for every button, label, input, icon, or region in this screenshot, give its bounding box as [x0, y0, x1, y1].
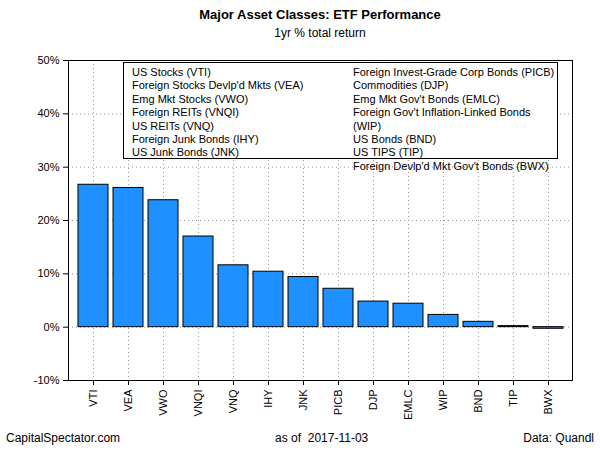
- html-text:US Bonds (BND): US Bonds (BND): [353, 133, 437, 145]
- svg-text:VNQ: VNQ: [227, 389, 239, 413]
- html-text:1yr % total return: 1yr % total return: [274, 26, 366, 40]
- html-text:Foreign Gov't Inflation-Linked: Foreign Gov't Inflation-Linked Bonds (WI…: [353, 106, 531, 132]
- html-text:US REITs (VNQ): US REITs (VNQ): [132, 119, 214, 132]
- html-text:Commodities (DJP): Commodities (DJP): [353, 79, 449, 92]
- html-text:Major Asset Classes: ETF Perfo: Major Asset Classes: ETF Performance: [199, 7, 441, 22]
- svg-text:PICB: PICB: [332, 390, 344, 416]
- svg-text:40%: 40%: [37, 107, 59, 119]
- svg-text:JNK: JNK: [297, 389, 309, 410]
- html-text:CapitalSpectator.com: CapitalSpectator.com: [6, 430, 121, 445]
- html-text:Foreign Devlp'd Mkt Gov't Bond: Foreign Devlp'd Mkt Gov't Bonds (BWX): [353, 159, 549, 172]
- svg-text:TIP: TIP: [507, 390, 519, 407]
- html-text:Emg Mkt Stocks (VWO): Emg Mkt Stocks (VWO): [132, 92, 249, 105]
- svg-text:-10%: -10%: [34, 374, 60, 386]
- svg-text:BWX: BWX: [542, 389, 554, 415]
- svg-text:DJP: DJP: [367, 390, 379, 411]
- html-text:Foreign Junk Bonds (IHY): Foreign Junk Bonds (IHY): [132, 133, 259, 145]
- svg-text:10%: 10%: [37, 267, 59, 279]
- html-text:Emg Mkt Gov't Bonds (EMLC): Emg Mkt Gov't Bonds (EMLC): [353, 92, 500, 105]
- html-text:as of 2017-11-03: as of 2017-11-03: [275, 430, 369, 445]
- svg-text:0%: 0%: [44, 321, 60, 333]
- svg-text:VEA: VEA: [122, 389, 134, 412]
- html-text:US Stocks (VTI): US Stocks (VTI): [132, 66, 211, 78]
- svg-text:30%: 30%: [37, 161, 59, 173]
- html-text:US Junk Bonds (JNK): US Junk Bonds (JNK): [132, 146, 239, 159]
- html-text:Foreign Invest-Grade Corp Bond: Foreign Invest-Grade Corp Bonds (PICB): [353, 66, 555, 78]
- svg-text:20%: 20%: [37, 214, 59, 226]
- svg-text:VNQI: VNQI: [192, 390, 204, 417]
- html-text:Foreign Stocks Devlp'd Mkts (V: Foreign Stocks Devlp'd Mkts (VEA): [132, 79, 304, 92]
- html-text:US TIPS (TIP): US TIPS (TIP): [353, 146, 424, 159]
- svg-text:VTI: VTI: [87, 390, 99, 407]
- svg-text:BND: BND: [472, 389, 484, 412]
- svg-text:IHY: IHY: [262, 389, 274, 408]
- svg-text:50%: 50%: [37, 54, 59, 66]
- svg-text:EMLC: EMLC: [402, 389, 414, 420]
- html-text:Foreign REITs (VNQI): Foreign REITs (VNQI): [132, 106, 239, 119]
- svg-text:VWO: VWO: [157, 389, 169, 416]
- svg-text:WIP: WIP: [437, 390, 449, 411]
- html-text:Data: Quandl: Data: Quandl: [523, 430, 594, 445]
